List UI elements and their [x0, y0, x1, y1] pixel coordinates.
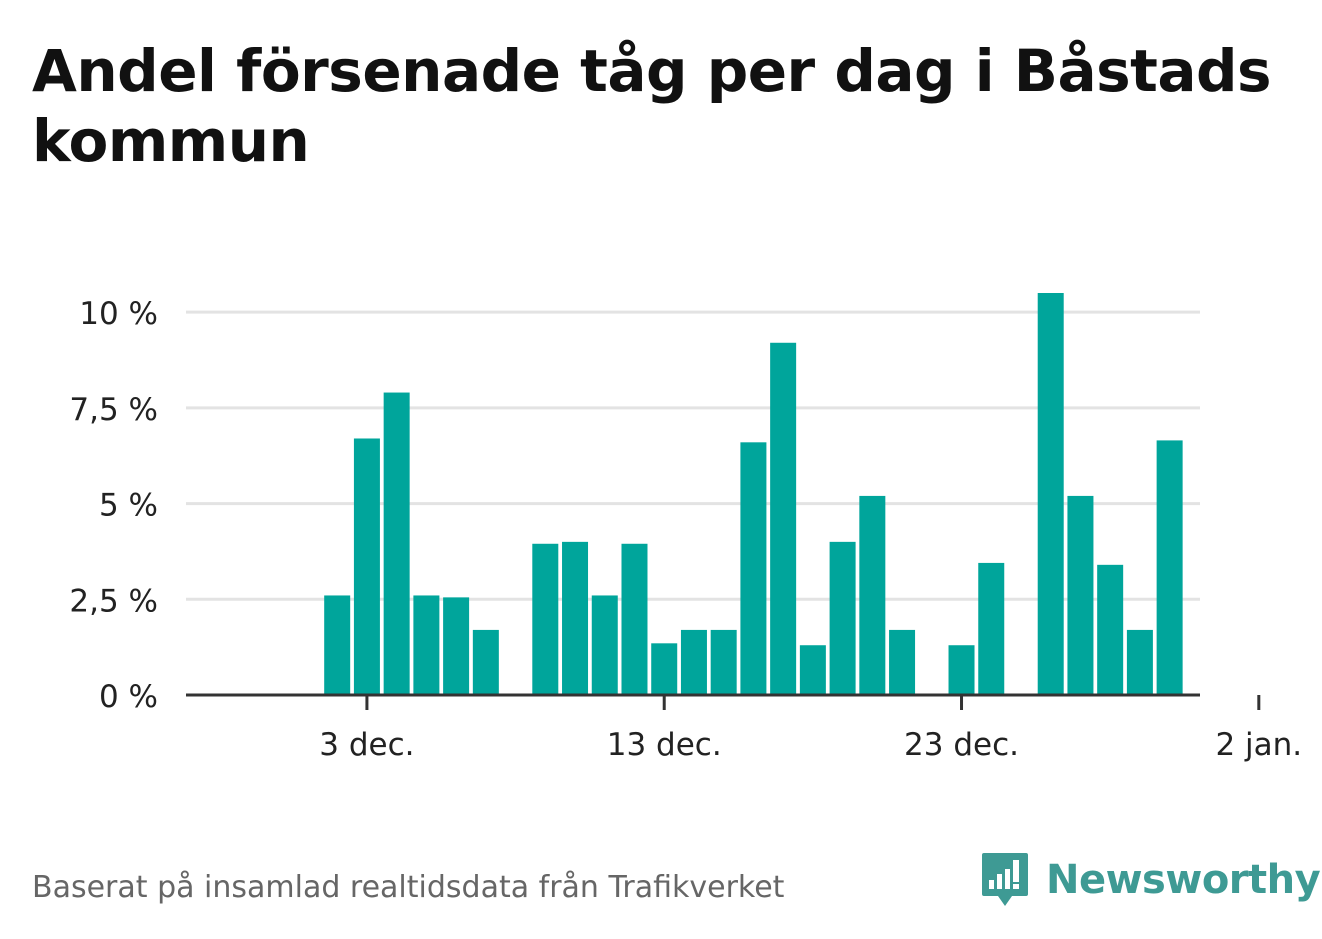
y-axis-labels: 0 % 2,5 % 5 % 7,5 % 10 %: [69, 296, 158, 715]
bar: [889, 629, 916, 695]
bar: [740, 442, 767, 695]
chart-title: Andel försenade tåg per dag i Båstads ko…: [32, 37, 1272, 175]
bar: [770, 342, 797, 695]
x-tick-label: 3 dec.: [319, 727, 414, 763]
source-note: Baserat på insamlad realtidsdata från Tr…: [32, 870, 785, 905]
x-axis: [186, 693, 1261, 710]
x-axis-labels: 3 dec. 13 dec. 23 dec. 2 jan.: [319, 727, 1302, 763]
x-tick-label: 23 dec.: [904, 727, 1019, 763]
bar: [829, 541, 856, 695]
bar: [532, 543, 559, 695]
brand[interactable]: Newsworthy: [980, 848, 1321, 912]
y-tick-label: 0 %: [99, 679, 158, 715]
newsworthy-logo-icon: [982, 853, 1028, 906]
brand-name: Newsworthy: [1046, 857, 1321, 903]
bar: [1037, 293, 1064, 695]
bar: [324, 595, 351, 695]
bar: [1067, 495, 1094, 695]
bar: [591, 595, 618, 695]
bar: [562, 541, 589, 695]
y-tick-label: 2,5 %: [69, 583, 158, 619]
bar: [443, 597, 470, 695]
bar: [859, 495, 886, 695]
bar: [948, 645, 975, 695]
bar: [413, 595, 440, 695]
bar: [680, 629, 707, 695]
y-tick-label: 5 %: [99, 488, 158, 524]
bar: [978, 562, 1005, 695]
bar: [621, 543, 648, 695]
bar: [472, 629, 499, 695]
bar: [799, 645, 826, 695]
bar: [1126, 629, 1153, 695]
bar-chart: 0 % 2,5 % 5 % 7,5 % 10 % 3 dec. 13 dec. 23 dec…: [69, 293, 1302, 763]
bar: [1097, 564, 1124, 695]
bar: [383, 392, 410, 695]
y-tick-label: 10 %: [79, 296, 158, 332]
bar: [1156, 440, 1183, 695]
bar: [651, 643, 678, 695]
bar: [353, 438, 380, 695]
y-tick-label: 7,5 %: [69, 392, 158, 428]
bar: [710, 629, 737, 695]
x-tick-label: 13 dec.: [607, 727, 722, 763]
x-tick-label: 2 jan.: [1215, 727, 1302, 763]
bars: [324, 293, 1183, 695]
